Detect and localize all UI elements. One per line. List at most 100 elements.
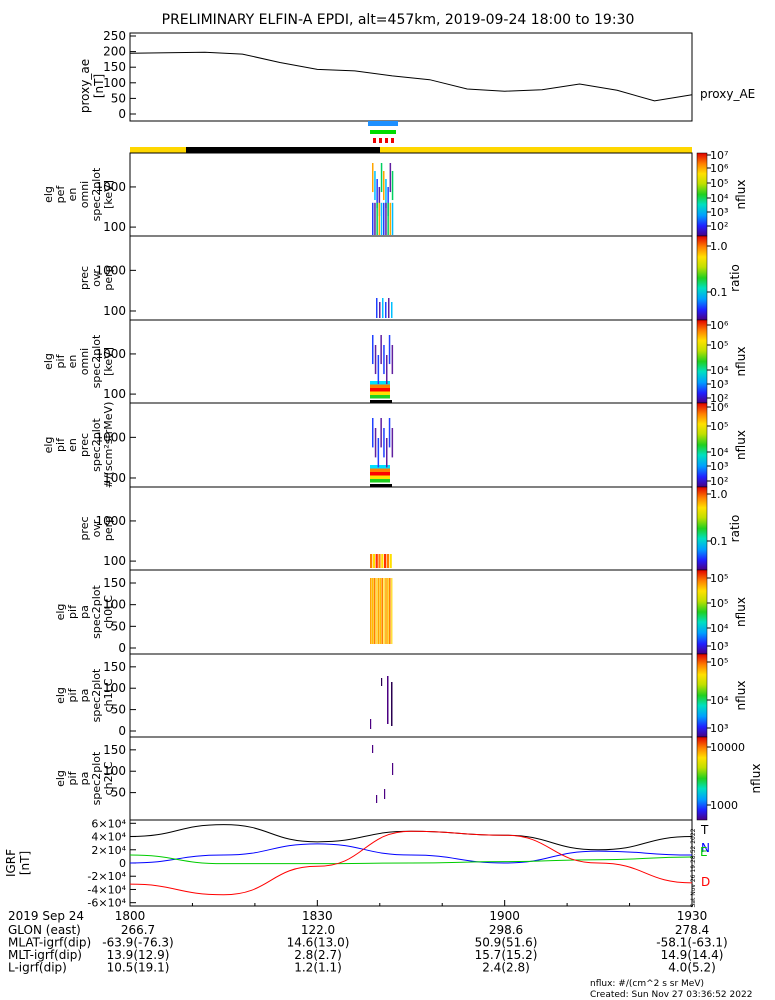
elf-pif-en-cbar-tick-label: 10⁶ <box>710 319 729 332</box>
spec-pixel <box>379 578 382 644</box>
elf-pef-en-ytick-label: 100 <box>103 220 126 234</box>
spec-pixel <box>383 202 385 235</box>
elf-pif-pa-ch1-ytick-label: 0 <box>118 724 126 738</box>
elf-pif-en-cbar-tick-label: 10⁴ <box>710 364 729 377</box>
spec-pixel <box>389 554 392 568</box>
elf-pif-pa-ch0-ylabel-2: pif <box>66 604 79 619</box>
spec-pixel <box>376 179 378 209</box>
igrf-ylabel-2: [nT] <box>18 851 32 875</box>
spec-band <box>370 391 390 395</box>
elf-pif-en-prec-ylabel-5: spec2plot <box>90 418 103 472</box>
panel-prec-ovr-perp-i: 100 1000 prec ovr perp 0.1 1.0 ratio <box>78 486 742 571</box>
elf-pif-en-prec-frame <box>129 402 693 488</box>
status-bars <box>130 121 692 153</box>
elf-pif-en-ylabel-1: elg <box>42 353 55 370</box>
orbit-row-label: MLT-igrf(dip) <box>8 948 82 962</box>
spec-pixel <box>371 578 374 644</box>
elf-pif-pa-ch0-ytick-label: 0 <box>118 641 126 655</box>
prec-ovr-perp-i-cbar-tick-label: 1.0 <box>710 488 728 501</box>
spec-pixel <box>372 202 374 235</box>
spec-pixel <box>374 345 377 375</box>
elf-pif-pa-ch1-ylabel-5: ch1LC <box>102 678 115 712</box>
spec-pixel <box>386 554 389 568</box>
spec-pixel <box>382 298 384 318</box>
elf-pif-en-data-pixels <box>370 335 394 403</box>
prec-ovr-perp-e-data-pixels <box>376 298 393 318</box>
igrf-ytick-label: -4×10⁴ <box>87 883 126 896</box>
elf-pif-pa-ch0-cbar-tick-label: 10⁵ <box>710 572 728 585</box>
elf-pef-en-cbar-label: nflux <box>734 180 748 210</box>
elf-pif-en-prec-cbar-tick-label: 10⁶ <box>710 401 729 414</box>
status-tick-red-3 <box>385 138 388 143</box>
elf-pef-en-ytick-label: 1000 <box>95 180 126 194</box>
prec-ovr-perp-i-frame <box>129 486 693 571</box>
igrf-legend-d: D <box>701 875 710 889</box>
elf-pif-pa-ch0-colorbar <box>696 569 708 655</box>
spec-pixel <box>370 554 373 568</box>
spec-pixel <box>391 428 394 458</box>
prec-ovr-perp-e-ylabel-3: perp <box>102 265 115 290</box>
spec-pixel <box>385 302 387 318</box>
orbit-row-label: GLON (east) <box>8 923 81 937</box>
spec-pixel <box>372 554 375 568</box>
spec-pixel <box>385 202 387 235</box>
spec-band <box>370 468 390 472</box>
spec-pixel <box>374 171 376 201</box>
elf-pef-en-cbar-tick-label: 10⁵ <box>710 177 728 190</box>
spec-pixel <box>378 202 381 235</box>
elf-pif-pa-ch1-ytick-label: 100 <box>103 681 126 695</box>
proxy-ae-ytick-label: 50 <box>111 91 126 105</box>
elf-pef-en-ylabel-2: pef <box>54 185 67 204</box>
elf-pif-pa-ch2-ylabel-4: spec2plot <box>90 751 103 805</box>
status-tick-red-1 <box>373 138 376 143</box>
elf-pif-pa-ch0-data-pixels <box>370 578 393 644</box>
orbit-cell: 4.0(5.2) <box>668 961 716 975</box>
spec-pixel <box>376 202 378 235</box>
elf-pif-pa-ch0-ytick-label: 50 <box>111 619 126 633</box>
igrf-ylabel-1: IGRF <box>4 849 18 877</box>
spec-band <box>370 384 390 388</box>
spec-pixel <box>388 335 391 365</box>
elf-pif-pa-ch2-ytick-label: 100 <box>103 764 126 778</box>
elf-pif-en-prec-cbar-tick-label: 10⁴ <box>710 446 729 459</box>
prec-ovr-perp-e-ylabel-1: prec <box>78 266 91 290</box>
spec-pixel <box>388 298 390 318</box>
spec-pixel <box>389 163 392 193</box>
spec-pixel <box>381 678 383 686</box>
elf-pif-en-prec-cbar-tick-label: 10² <box>710 475 728 488</box>
elf-pif-pa-ch0-ylabel-5: ch0LC <box>102 595 115 629</box>
elf-pif-pa-ch1-ytick-label: 150 <box>103 660 126 674</box>
proxy-ae-ytick-label: 150 <box>103 60 126 74</box>
elf-pif-pa-ch1-frame <box>129 653 693 738</box>
spec-band <box>370 395 390 399</box>
spec-pixel <box>372 163 374 193</box>
elf-pif-en-prec-data-pixels <box>370 418 394 487</box>
figure-title: PRELIMINARY ELFIN-A EPDI, alt=457km, 201… <box>162 12 635 28</box>
spec-pixel <box>370 719 372 729</box>
proxy-ae-ylabel-1: proxy_ae <box>78 59 92 113</box>
orbit-cell: 14.9(14.4) <box>661 948 724 962</box>
prec-ovr-perp-e-cbar-tick-label: 0.1 <box>710 286 728 299</box>
spec-pixel <box>375 578 378 644</box>
spec-pixel <box>376 795 378 803</box>
elf-pif-pa-ch1-cbar-tick-label: 10³ <box>710 722 728 735</box>
spec-pixel <box>391 345 394 375</box>
igrf-legend-n: N <box>701 841 710 855</box>
spec-pixel <box>388 418 391 448</box>
spec-pixel <box>372 335 374 365</box>
elf-pef-en-ylabel-4: omni <box>78 181 91 208</box>
igrf-series <box>129 824 693 896</box>
spec-pixel <box>383 428 385 458</box>
elf-pif-pa-ch1-cbar-tick-label: 10⁵ <box>710 656 728 669</box>
orbit-cell: -63.9(-76.3) <box>102 936 173 950</box>
elf-pif-en-prec-ylabel-4: prec <box>78 433 91 457</box>
elf-pif-pa-ch1-data-pixels <box>370 676 393 729</box>
timestamp-stamp: Sat Nov 26 19:28:52 2022 <box>690 828 697 907</box>
elf-pef-en-cbar-tick-label: 10⁴ <box>710 192 729 205</box>
spec-pixel <box>391 682 393 726</box>
proxy-ae-legend: proxy_AE <box>700 87 755 101</box>
igrf-legend-t: T <box>700 823 709 837</box>
igrf-ytick-label: 4×10⁴ <box>91 831 126 844</box>
